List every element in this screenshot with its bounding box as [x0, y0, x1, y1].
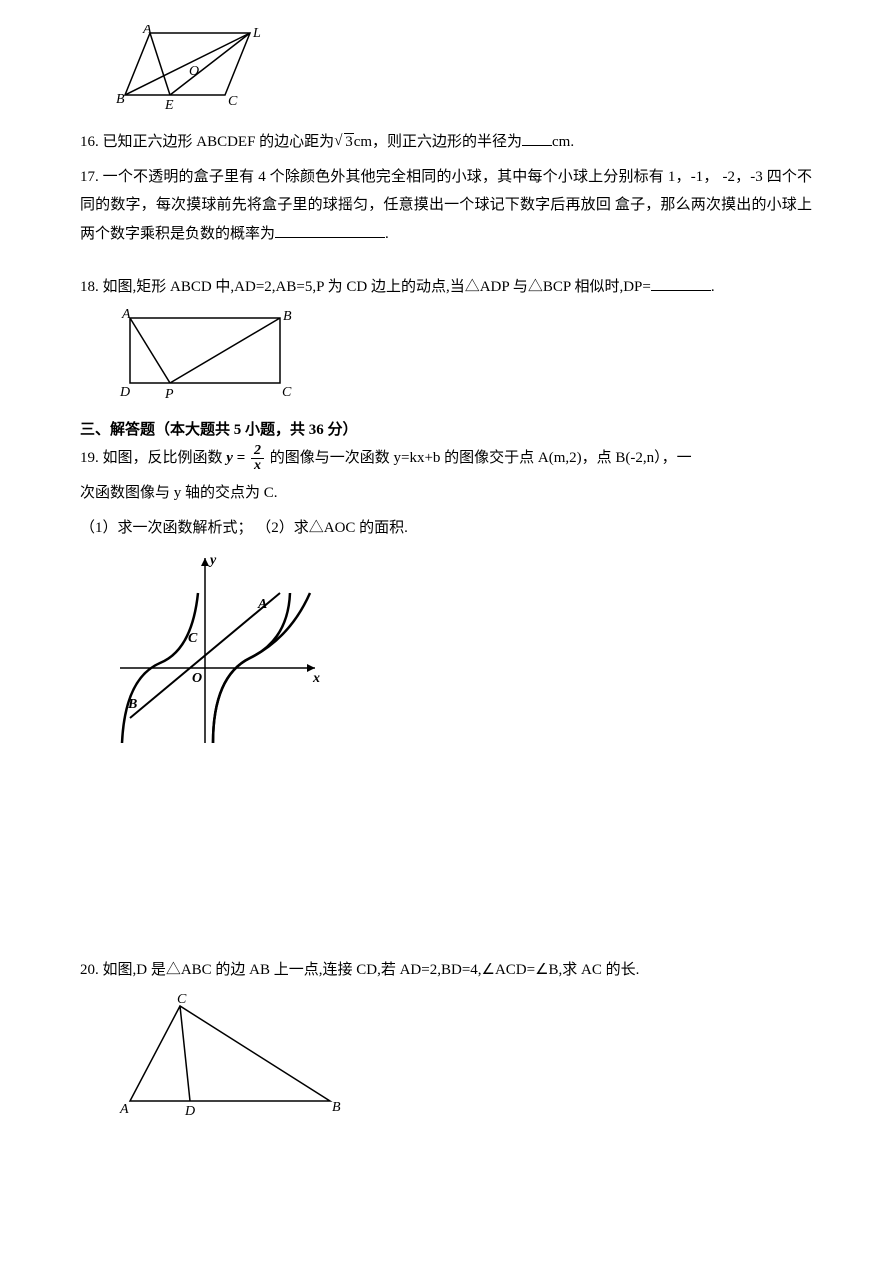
q17-line1: 一个不透明的盒子里有 4 个除颜色外其他完全相同的小球，其中每个小球上分别标有 …: [103, 169, 719, 185]
q18-number: 18.: [80, 279, 99, 295]
graph-label-y: y: [208, 553, 217, 568]
q19-frac-num: 2: [251, 444, 264, 458]
label-L: L: [252, 26, 261, 41]
question-16: 16. 已知正六边形 ABCDEF 的边心距为 3cm，则正六边形的半径为 cm.: [80, 128, 812, 157]
graph-label-O: O: [192, 671, 202, 686]
rect-label-B: B: [283, 309, 292, 324]
figure-parallelogram: A L B E C O: [110, 25, 812, 120]
q20-number: 20.: [80, 962, 99, 978]
tri-label-D: D: [184, 1104, 195, 1119]
q19-number: 19.: [80, 450, 99, 466]
q19-frac-den: x: [251, 458, 264, 473]
rect-label-A: A: [121, 308, 131, 322]
question-17: 17. 一个不透明的盒子里有 4 个除颜色外其他完全相同的小球，其中每个小球上分…: [80, 163, 812, 249]
q19-sub2: （2）求△AOC 的面积.: [256, 520, 408, 536]
triangle-svg: A B C D: [110, 991, 350, 1121]
q18-text-after: .: [711, 279, 715, 295]
figure-triangle: A B C D: [110, 991, 812, 1121]
graph-label-C: C: [188, 631, 198, 646]
q16-text-before: 已知正六边形 ABCDEF 的边心距为: [103, 134, 335, 150]
q19-text-after-eq: 的图像与一次函数 y=kx+b 的图像交于点 A(m,2)，点 B(-2,n），…: [270, 450, 692, 466]
q19-sub1: （1）求一次函数解析式；: [80, 520, 253, 536]
q17-number: 17.: [80, 169, 99, 185]
graph-svg: y x A B C O: [110, 548, 330, 748]
vertical-spacer: [80, 756, 812, 956]
q16-sqrt-value: 3: [344, 133, 354, 150]
q19-text-before-eq: 如图，反比例函数: [103, 450, 227, 466]
tri-label-B: B: [332, 1100, 341, 1115]
section-3-header: 三、解答题（本大题共 5 小题，共 36 分）: [80, 416, 812, 445]
rect-label-P: P: [164, 387, 174, 402]
graph-label-B: B: [127, 697, 137, 712]
label-B: B: [116, 92, 125, 107]
q18-blank[interactable]: [651, 276, 711, 291]
q16-number: 16.: [80, 134, 99, 150]
q16-text-after: cm，则正六边形的半径为: [354, 134, 522, 150]
tri-label-A: A: [119, 1102, 129, 1117]
question-19: 19. 如图，反比例函数 y = 2 x 的图像与一次函数 y=kx+b 的图像…: [80, 444, 812, 473]
label-A: A: [142, 25, 152, 37]
tri-label-C: C: [177, 992, 187, 1007]
label-E: E: [164, 98, 174, 113]
q19-subparts: （1）求一次函数解析式； （2）求△AOC 的面积.: [80, 514, 812, 543]
q17-line3-after: .: [385, 226, 389, 242]
rectangle-svg: A B D P C: [110, 308, 300, 408]
graph-label-x: x: [312, 671, 320, 686]
q16-blank[interactable]: [522, 131, 552, 146]
graph-label-A: A: [257, 597, 267, 612]
question-20: 20. 如图,D 是△ABC 的边 AB 上一点,连接 CD,若 AD=2,BD…: [80, 956, 812, 985]
q20-text: 如图,D 是△ABC 的边 AB 上一点,连接 CD,若 AD=2,BD=4,∠…: [103, 962, 640, 978]
label-C: C: [228, 94, 238, 109]
figure-graph: y x A B C O: [110, 548, 812, 748]
figure-rectangle: A B D P C: [110, 308, 812, 408]
rect-label-D: D: [119, 385, 130, 400]
q17-blank[interactable]: [275, 223, 385, 238]
q18-text-before: 如图,矩形 ABCD 中,AD=2,AB=5,P 为 CD 边上的动点,当△AD…: [103, 279, 651, 295]
q19-eq-lhs: y =: [226, 450, 245, 466]
parallelogram-svg: A L B E C O: [110, 25, 280, 120]
rect-label-C: C: [282, 385, 292, 400]
question-18: 18. 如图,矩形 ABCD 中,AD=2,AB=5,P 为 CD 边上的动点,…: [80, 273, 812, 302]
q19-fraction: 2 x: [251, 444, 264, 473]
label-O: O: [189, 64, 199, 79]
q19-line2: 次函数图像与 y 轴的交点为 C.: [80, 479, 812, 508]
q16-unit: cm.: [552, 134, 574, 150]
